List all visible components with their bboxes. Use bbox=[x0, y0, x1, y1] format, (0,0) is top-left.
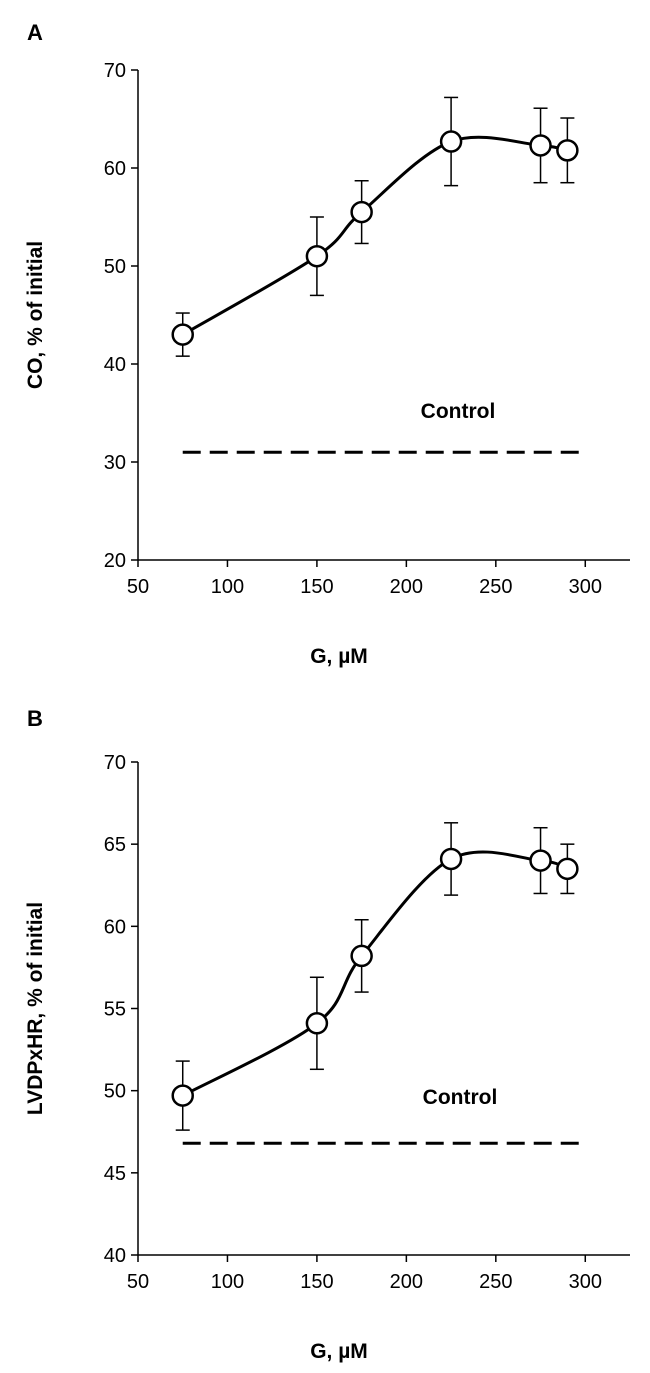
panel-label-a: A bbox=[27, 20, 43, 45]
chart-a-x-tick-label: 150 bbox=[300, 576, 333, 598]
chart-a-control-label: Control bbox=[421, 400, 496, 423]
chart-a-y-tick-label: 60 bbox=[104, 158, 126, 180]
chart-b-y-tick-label: 70 bbox=[104, 752, 126, 774]
chart-a-series-line bbox=[181, 135, 568, 336]
chart-a-x-tick-label: 100 bbox=[211, 576, 244, 598]
chart-b-x-tick-label: 100 bbox=[211, 1271, 244, 1293]
chart-a-x-tick-label: 50 bbox=[127, 576, 149, 598]
chart-b-data-point bbox=[556, 857, 579, 881]
chart-b-data-point bbox=[171, 1084, 194, 1107]
chart-a-y-tick-label: 70 bbox=[104, 60, 126, 82]
chart-b-x-tick-label: 50 bbox=[127, 1271, 149, 1293]
chart-b-y-tick-label: 40 bbox=[104, 1245, 126, 1267]
chart-b-y-axis-title: LVDPxHR, % of initial bbox=[24, 902, 47, 1115]
chart-b-y-tick-label: 60 bbox=[104, 916, 126, 938]
chart-a-data-point bbox=[439, 130, 463, 153]
chart-b-y-tick-label: 45 bbox=[104, 1163, 126, 1185]
panel-label-b: B bbox=[27, 706, 43, 731]
chart-b-data-point bbox=[529, 849, 552, 872]
chart-a-y-tick-label: 30 bbox=[104, 452, 126, 474]
chart-b-x-tick-label: 300 bbox=[569, 1271, 602, 1293]
chart-b-x-tick-label: 200 bbox=[390, 1271, 423, 1293]
chart-a-x-tick-label: 250 bbox=[479, 576, 512, 598]
chart-b-x-tick-label: 150 bbox=[300, 1271, 333, 1293]
chart-a-data-point bbox=[305, 244, 329, 268]
chart-b-data-point bbox=[350, 944, 373, 968]
chart-b-data-point bbox=[439, 847, 463, 871]
chart-a-x-axis-title: G, µM bbox=[310, 645, 368, 668]
chart-b-y-tick-label: 65 bbox=[104, 834, 126, 856]
chart-b-control-label: Control bbox=[423, 1086, 498, 1109]
chart-b-x-axis-title: G, µM bbox=[310, 1340, 368, 1363]
chart-a-data-point bbox=[529, 134, 552, 157]
chart-b-y-tick-label: 50 bbox=[104, 1081, 126, 1103]
chart-b-y-tick-label: 55 bbox=[104, 999, 126, 1021]
chart-b-series-line bbox=[182, 850, 568, 1097]
chart-a-y-tick-label: 20 bbox=[104, 550, 126, 572]
chart-a-data-point bbox=[171, 323, 194, 346]
chart-panel-a: 20 30 40 50 60 70 50 100 150 200 250 300 G, µM CO, % … bbox=[24, 60, 630, 668]
chart-a-y-axis-title: CO, % of initial bbox=[24, 241, 47, 389]
chart-a-data-point bbox=[350, 200, 373, 224]
chart-a-data-point bbox=[556, 139, 579, 162]
chart-a-x-tick-label: 200 bbox=[390, 576, 423, 598]
chart-a-y-tick-label: 50 bbox=[104, 256, 126, 278]
chart-panel-b: 40 45 50 55 60 65 70 50 100 150 200 250 300 G, µM LVDP… bbox=[24, 752, 630, 1363]
chart-b-x-tick-label: 250 bbox=[479, 1271, 512, 1293]
chart-b-data-point bbox=[305, 1012, 329, 1035]
chart-a-x-tick-label: 300 bbox=[569, 576, 602, 598]
chart-a-y-tick-label: 40 bbox=[104, 354, 126, 376]
